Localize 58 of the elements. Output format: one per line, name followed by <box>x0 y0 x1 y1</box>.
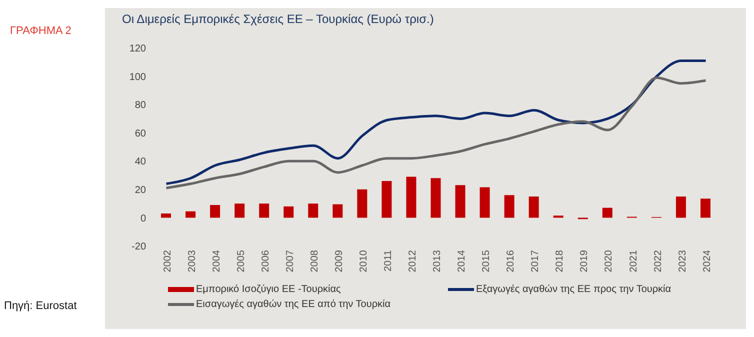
bar <box>210 204 220 218</box>
bar <box>332 204 343 218</box>
bar <box>308 204 318 218</box>
x-tick-label: 2018 <box>554 250 566 272</box>
text: ΓΡΑΦΗΜΑ 2 <box>10 25 72 37</box>
bar <box>528 196 539 218</box>
bar <box>480 187 490 218</box>
x-tick-label: 2004 <box>211 250 222 272</box>
bar <box>676 196 686 218</box>
y-tick-label: 100 <box>129 72 146 83</box>
bar <box>406 176 416 218</box>
x-tick-label: 2016 <box>506 250 517 272</box>
x-tick-label: 2015 <box>481 250 492 272</box>
y-tick-label: 120 <box>129 44 146 55</box>
line-series <box>165 76 707 190</box>
bar <box>186 211 196 218</box>
x-tick-label: 2002 <box>162 250 174 272</box>
x-tick-label: 2014 <box>456 250 468 272</box>
x-tick-label: 2017 <box>530 250 542 272</box>
x-tick-label: 2022 <box>652 250 664 272</box>
bar <box>161 213 171 218</box>
x-tick-label: 2010 <box>358 250 370 272</box>
x-tick-label: 2023 <box>677 250 688 272</box>
y-tick-label: 60 <box>134 128 146 140</box>
y-tick-label: 20 <box>134 184 146 196</box>
x-tick-label: 2024 <box>702 250 713 272</box>
x-tick-label: 2019 <box>579 250 590 272</box>
x-tick-label: 2003 <box>186 250 198 272</box>
x-tick-label: 2013 <box>432 250 444 272</box>
x-tick-label: 2012 <box>408 250 419 272</box>
x-tick-label: 2005 <box>236 250 247 272</box>
legend-label: Εξαγωγές αγαθών της ΕΕ προς την Τουρκία <box>476 284 672 295</box>
bar <box>455 185 466 218</box>
bar <box>284 206 294 218</box>
bar <box>234 204 245 218</box>
x-tick-label: 2009 <box>334 250 346 272</box>
bar <box>357 189 368 218</box>
y-tick-label: 0 <box>140 213 146 224</box>
bar <box>430 178 441 218</box>
chart-title: Οι Διμερείς Εμπορικές Σχέσεις ΕΕ – Τουρκίας (Ευρώ τρισ.) <box>122 12 434 26</box>
y-tick-label: -20 <box>132 242 146 253</box>
x-tick-label: 2021 <box>628 250 640 272</box>
bar <box>382 180 392 218</box>
bar <box>504 195 514 218</box>
legend-label: Εισαγωγές αγαθών της ΕΕ από την Τουρκία <box>196 299 391 310</box>
line-series <box>165 59 707 186</box>
y-tick-label: 80 <box>134 100 146 112</box>
x-tick-label: 2020 <box>604 250 615 272</box>
x-tick-label: 2007 <box>284 250 296 272</box>
x-tick-label: 2011 <box>383 250 394 272</box>
bar <box>700 198 710 218</box>
bar <box>259 204 270 218</box>
legend-label: Εμπορικό Ισοζύγιο ΕΕ -Τουρκίας <box>196 284 341 295</box>
text: Πηγή: Eurostat <box>4 300 77 312</box>
y-tick-label: 40 <box>134 156 146 168</box>
x-tick-label: 2008 <box>309 250 320 272</box>
x-tick-label: 2006 <box>260 250 272 272</box>
bar <box>602 208 612 218</box>
